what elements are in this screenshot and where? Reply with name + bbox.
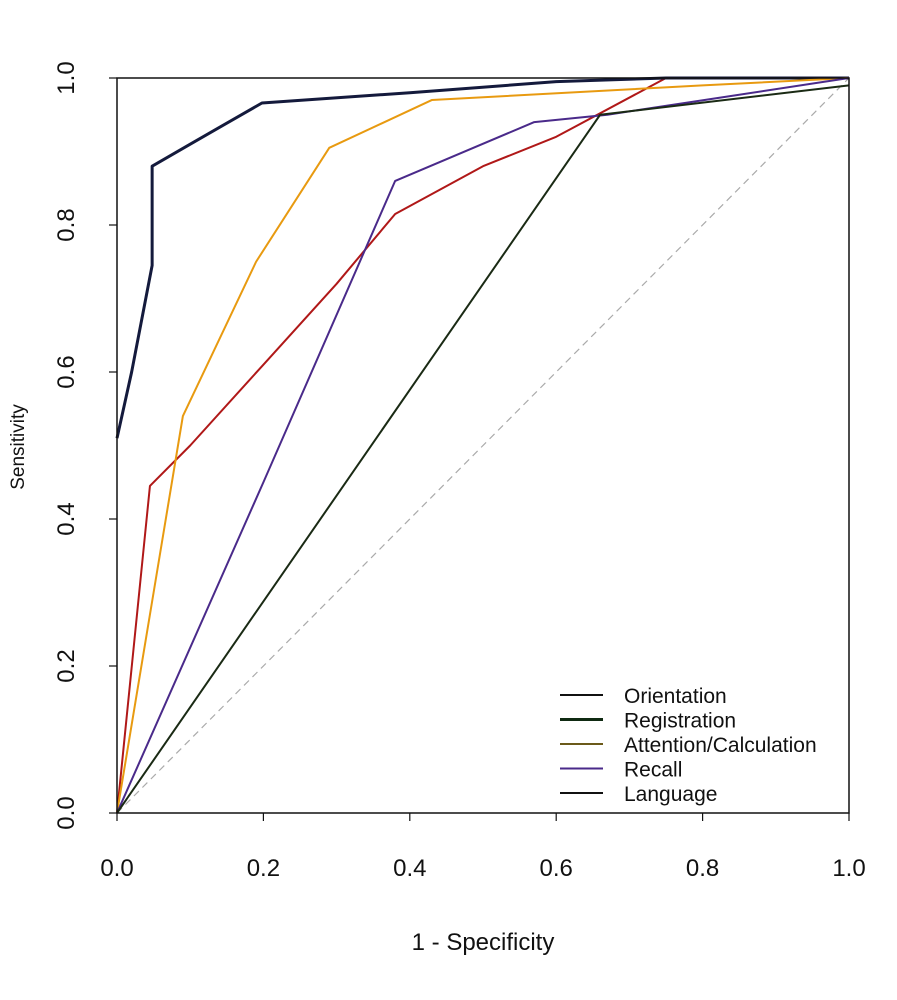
reference-diagonal	[116, 77, 850, 814]
legend-label: Recall	[624, 759, 682, 782]
series-lines	[115, 76, 850, 814]
series-line-language	[116, 84, 850, 814]
x-tick-label: 0.2	[247, 855, 280, 882]
y-tick-label: 0.6	[53, 355, 80, 388]
x-tick-label: 0.4	[393, 855, 426, 882]
x-axis: 0.0 0.2 0.4 0.6 0.8 1.0	[100, 813, 866, 882]
series-line-attention-calculation	[116, 77, 850, 814]
x-axis-title: 1 - Specificity	[412, 929, 555, 956]
legend-label: Attention/Calculation	[624, 734, 817, 757]
reference-line	[116, 77, 850, 814]
legend-item: Language	[560, 783, 717, 806]
legend: OrientationRegistrationAttention/Calcula…	[560, 685, 817, 806]
legend-item: Registration	[560, 710, 736, 733]
x-tick-label: 1.0	[832, 855, 865, 882]
legend-item: Orientation	[560, 685, 727, 708]
y-axis: 0.0 0.2 0.4 0.6 0.8 1.0	[53, 61, 117, 830]
legend-label: Orientation	[624, 685, 727, 708]
x-tick-label: 0.0	[100, 855, 133, 882]
legend-item: Attention/Calculation	[560, 734, 817, 757]
y-tick-label: 0.4	[53, 502, 80, 535]
legend-label: Registration	[624, 710, 736, 733]
y-axis-title: Sensitivity	[8, 404, 29, 490]
y-tick-label: 1.0	[53, 61, 80, 94]
plot-frame	[116, 77, 850, 814]
y-tick-label: 0.2	[53, 649, 80, 682]
y-tick-label: 0.8	[53, 208, 80, 241]
legend-item: Recall	[560, 759, 682, 782]
y-tick-label: 0.0	[53, 796, 80, 829]
x-tick-label: 0.8	[686, 855, 719, 882]
series-line-registration	[115, 76, 849, 439]
x-tick-label: 0.6	[540, 855, 573, 882]
legend-label: Language	[624, 783, 717, 806]
